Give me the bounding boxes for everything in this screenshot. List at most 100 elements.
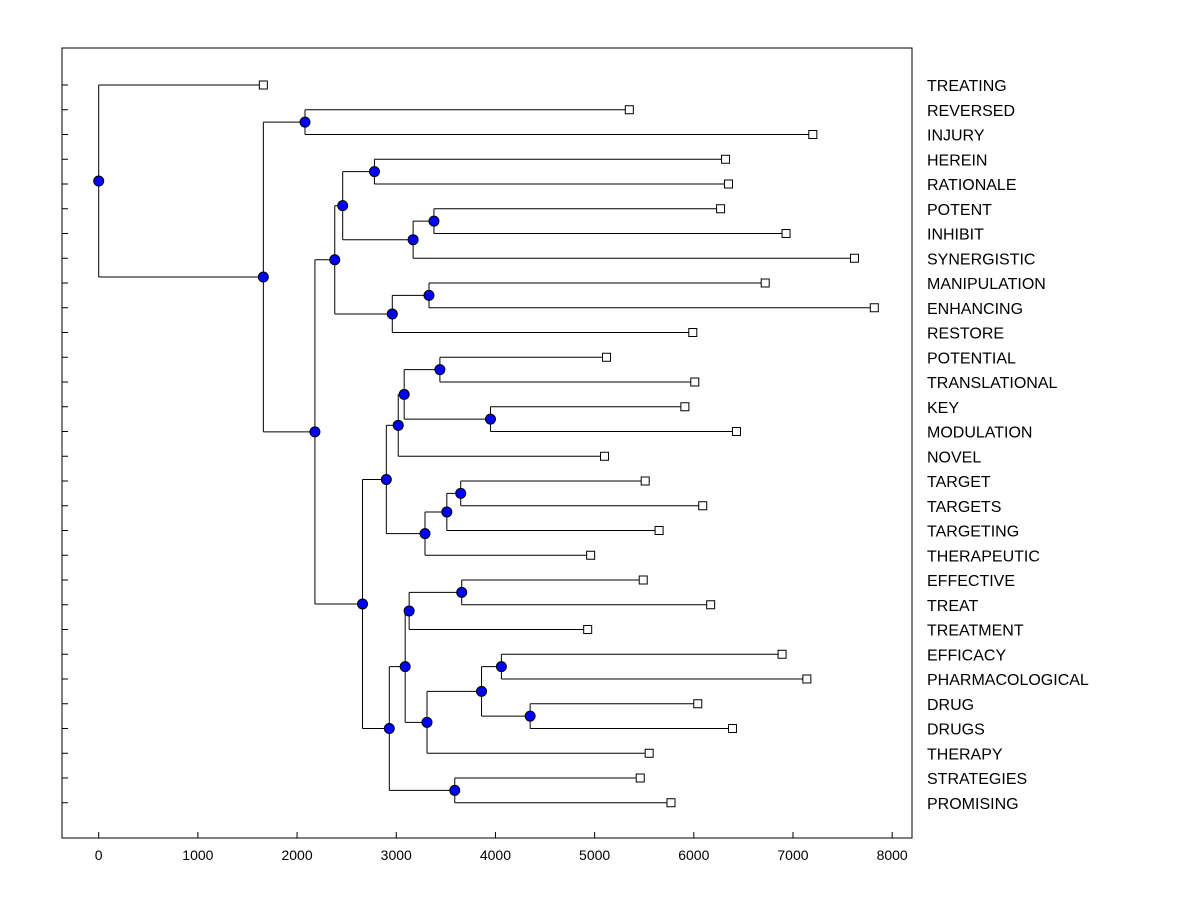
leaf-label: PHARMACOLOGICAL	[927, 672, 1089, 689]
x-tick-label: 6000	[678, 847, 709, 863]
leaf-marker	[644, 748, 654, 758]
leaf-marker	[869, 303, 879, 313]
x-tick-label: 8000	[877, 847, 908, 863]
plot-frame	[61, 47, 913, 839]
dendrogram-links	[98, 84, 875, 804]
leaf-marker	[624, 105, 634, 115]
leaf-label: THERAPY	[927, 746, 1003, 763]
leaf-label: RESTORE	[927, 326, 1004, 343]
x-tick-label: 5000	[579, 847, 610, 863]
leaf-label: INHIBIT	[927, 227, 984, 244]
leaf-label: THERAPEUTIC	[927, 548, 1040, 565]
leaf-marker	[731, 427, 741, 436]
merge-node	[421, 716, 433, 728]
merge-node	[495, 661, 507, 673]
leaf-marker	[586, 550, 596, 560]
dendrogram-nodes	[93, 116, 536, 796]
leaf-label: TARGETS	[927, 499, 1001, 516]
leaf-marker	[721, 154, 731, 164]
leaf-label: EFFECTIVE	[927, 573, 1015, 590]
leaf-marker	[724, 179, 734, 189]
leaf-label: TARGET	[927, 474, 991, 491]
x-tick-label: 3000	[381, 847, 412, 863]
leaf-label: HEREIN	[927, 152, 987, 169]
merge-node	[524, 710, 536, 722]
merge-node	[368, 166, 380, 178]
leaf-label: TREATMENT	[927, 623, 1024, 640]
leaf-marker	[602, 352, 612, 362]
leaf-label: ENHANCING	[927, 301, 1023, 318]
leaf-marker	[716, 204, 726, 214]
leaf-marker	[638, 575, 648, 585]
leaf-marker	[777, 649, 787, 659]
leaf-marker	[698, 501, 708, 511]
leaf-marker	[640, 476, 650, 486]
leaf-marker	[600, 451, 610, 461]
leaf-label: PROMISING	[927, 796, 1019, 813]
leaf-marker	[654, 526, 664, 535]
merge-node	[399, 661, 411, 673]
leaf-marker	[258, 80, 268, 90]
leaf-label: POTENT	[927, 202, 992, 219]
merge-node	[428, 215, 440, 227]
merge-node	[93, 175, 105, 187]
leaf-label: STRATEGIES	[927, 771, 1027, 788]
leaf-label: TARGETING	[927, 524, 1019, 541]
leaf-marker	[727, 724, 737, 733]
leaf-label: DRUG	[927, 697, 974, 714]
leaf-marker	[680, 402, 690, 412]
leaf-label: TRANSLATIONAL	[927, 375, 1058, 392]
leaf-label: MANIPULATION	[927, 276, 1046, 293]
leaf-label: REVERSED	[927, 103, 1015, 120]
merge-node	[329, 254, 341, 266]
leaf-marker	[690, 377, 700, 387]
leaf-marker	[688, 328, 698, 337]
leaf-marker	[808, 130, 818, 139]
leaf-label: NOVEL	[927, 449, 981, 466]
merge-node	[380, 473, 392, 485]
merge-node	[299, 116, 311, 128]
leaf-label: SYNERGISTIC	[927, 251, 1035, 268]
merge-node	[383, 723, 395, 734]
leaf-marker	[802, 674, 812, 684]
leaf-marker	[781, 229, 791, 238]
y-tick-marks	[62, 84, 68, 804]
x-tick-label: 7000	[777, 847, 808, 863]
merge-node	[337, 200, 349, 212]
merge-node	[449, 784, 461, 796]
merge-node	[456, 586, 468, 598]
dendrogram-leaves	[258, 80, 879, 808]
x-tick-label: 2000	[281, 847, 312, 863]
merge-node	[392, 419, 404, 431]
merge-node	[407, 234, 419, 246]
leaf-marker	[666, 798, 676, 808]
merge-node	[357, 598, 369, 610]
leaf-marker	[693, 699, 703, 709]
x-tick-label: 4000	[480, 847, 511, 863]
leaf-marker	[849, 253, 859, 263]
x-tick-label: 1000	[182, 847, 213, 863]
merge-node	[455, 487, 467, 499]
leaf-label: INJURY	[927, 128, 985, 145]
leaf-labels: TREATING REVERSED INJURY HEREIN RATIONALE POT…	[927, 78, 1089, 813]
leaf-label: TREAT	[927, 598, 978, 615]
merge-node	[484, 413, 496, 425]
leaf-label: DRUGS	[927, 722, 985, 739]
merge-node	[441, 506, 453, 518]
merge-node	[423, 289, 435, 301]
leaf-marker	[760, 278, 770, 288]
merge-node	[398, 388, 410, 400]
leaf-label: EFFICACY	[927, 647, 1006, 664]
leaf-marker	[706, 600, 716, 610]
leaf-marker	[583, 625, 593, 634]
leaf-marker	[635, 773, 645, 783]
merge-node	[419, 528, 431, 540]
x-tick-label: 0	[95, 847, 103, 863]
leaf-label: RATIONALE	[927, 177, 1017, 194]
merge-node	[257, 271, 269, 283]
merge-node	[309, 426, 321, 438]
leaf-label: POTENTIAL	[927, 350, 1016, 367]
merge-node	[434, 364, 446, 376]
merge-node	[476, 685, 488, 697]
